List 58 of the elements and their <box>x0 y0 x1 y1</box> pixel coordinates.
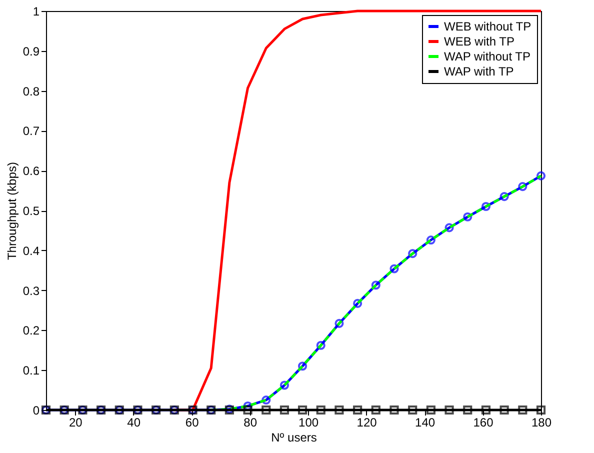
point <box>280 380 290 390</box>
point <box>444 405 454 415</box>
y-tick-label: 0.9 <box>22 44 40 58</box>
point <box>262 395 271 405</box>
point <box>518 182 528 192</box>
y-tick-label: 1 <box>32 4 40 18</box>
legend-label: WAP with TP <box>444 64 514 78</box>
y-tick-label: 0.4 <box>22 244 40 258</box>
point <box>463 405 472 415</box>
y-axis-title: Throughput (kbps) <box>4 162 19 260</box>
point <box>334 405 344 415</box>
legend-label: WAP without TP <box>444 50 530 64</box>
point <box>353 405 362 415</box>
point <box>481 405 491 415</box>
y-tick-label: 0.3 <box>22 284 40 298</box>
point <box>500 192 509 202</box>
y-tick-label: 0 <box>32 404 40 418</box>
x-tick-label: 40 <box>127 416 141 430</box>
point <box>298 405 308 415</box>
point <box>500 405 509 415</box>
x-tick-label: 120 <box>356 416 378 430</box>
point <box>518 405 528 415</box>
x-tick-label: 80 <box>244 416 258 430</box>
point <box>390 264 399 274</box>
point <box>316 405 326 415</box>
y-tick-label: 0.6 <box>22 164 40 178</box>
point <box>334 318 344 328</box>
point <box>408 249 418 258</box>
x-tick-label: 20 <box>68 416 83 430</box>
point <box>316 340 326 350</box>
y-tick-label: 0.5 <box>22 204 40 218</box>
x-tick-label: 160 <box>473 416 494 430</box>
point <box>426 235 436 245</box>
point <box>390 405 399 415</box>
point <box>353 298 362 308</box>
x-tick-label: 60 <box>185 416 200 430</box>
point <box>371 405 380 415</box>
point <box>262 405 271 415</box>
point <box>280 405 290 415</box>
y-tick-label: 0.8 <box>22 84 40 98</box>
point <box>243 405 252 415</box>
point <box>463 212 472 222</box>
x-tick-label: 180 <box>531 416 552 430</box>
x-tick-label: 140 <box>415 416 436 430</box>
x-tick-label: 100 <box>298 416 319 430</box>
y-tick-label: 0.1 <box>22 364 40 378</box>
x-axis-title: Nº users <box>271 430 317 444</box>
point <box>298 362 308 371</box>
y-tick-label: 0.7 <box>22 124 40 138</box>
point <box>408 405 418 415</box>
legend-label: WEB with TP <box>444 34 514 48</box>
point <box>444 223 454 232</box>
y-tick-label: 0.2 <box>22 324 40 338</box>
legend-label: WEB without TP <box>444 20 532 34</box>
point <box>481 202 491 212</box>
point <box>536 405 546 415</box>
point <box>371 280 380 290</box>
point <box>426 405 436 415</box>
